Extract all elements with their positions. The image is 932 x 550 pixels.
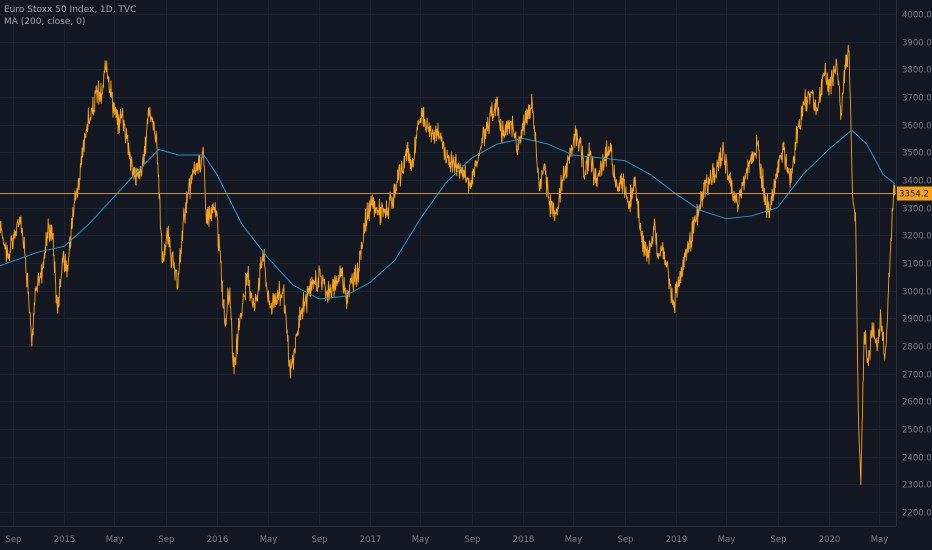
y-tick-label: 4000.0	[902, 11, 932, 21]
y-tick-label: 2300.0	[902, 481, 932, 491]
x-tick-label: 2020	[819, 535, 841, 545]
y-tick-label: 3500.0	[902, 149, 932, 159]
x-tick-label: 2016	[207, 535, 229, 545]
y-axis: 2200.0 2300.0 2400.0 2500.0 2600.0 2700.0 2800…	[896, 0, 932, 550]
y-tick-label: 2700.0	[902, 371, 932, 381]
x-tick-label: 2015	[54, 535, 76, 545]
y-tick-label: 3600.0	[902, 122, 932, 132]
y-tick-label: 3000.0	[902, 288, 932, 298]
x-tick-label: May	[260, 535, 278, 545]
x-tick-label: 2017	[360, 535, 382, 545]
y-tick-label: 2500.0	[902, 426, 932, 436]
x-tick-label: Sep	[617, 535, 633, 545]
x-tick-label: Sep	[158, 535, 174, 545]
grid-lines	[0, 0, 896, 526]
price-marker-layer: 3354.2	[0, 186, 932, 201]
symbol-title[interactable]: Euro Stoxx 50 Index, 1D, TVC	[4, 5, 137, 15]
y-tick-label: 3100.0	[902, 260, 932, 270]
x-tick-label: 2018	[513, 535, 535, 545]
x-tick-label: 2019	[666, 535, 688, 545]
x-tick-label: May	[106, 535, 124, 545]
y-tick-label: 2900.0	[902, 315, 932, 325]
x-tick-label: Sep	[5, 535, 21, 545]
price-scale-panel[interactable]	[896, 0, 932, 550]
ma-line[interactable]	[0, 129, 896, 300]
series-layer	[0, 44, 896, 485]
x-tick-label: May	[871, 535, 889, 545]
price-line[interactable]	[0, 44, 896, 485]
last-price-badge[interactable]	[897, 186, 932, 201]
ma-indicator-label[interactable]: MA (200, close, 0)	[4, 17, 86, 27]
y-tick-label: 3200.0	[902, 232, 932, 242]
x-tick-label: Sep	[311, 535, 327, 545]
x-tick-label: May	[412, 535, 430, 545]
y-tick-label: 3300.0	[902, 205, 932, 215]
last-price-label: 3354.2	[899, 190, 929, 200]
y-tick-label: 2600.0	[902, 398, 932, 408]
x-tick-label: May	[718, 535, 736, 545]
x-tick-label: May	[565, 535, 583, 545]
x-axis: Sep 2015 May Sep 2016 May Sep 2017 May Sep 2018 May…	[0, 526, 896, 545]
x-tick-label: Sep	[464, 535, 480, 545]
y-tick-label: 3700.0	[902, 94, 932, 104]
y-tick-label: 2200.0	[902, 509, 932, 519]
y-tick-label: 2400.0	[902, 454, 932, 464]
y-tick-label: 2800.0	[902, 343, 932, 353]
y-tick-label: 3400.0	[902, 177, 932, 187]
y-tick-label: 3800.0	[902, 66, 932, 76]
y-tick-label: 3900.0	[902, 39, 932, 49]
x-tick-label: Sep	[770, 535, 786, 545]
chart-legend: Euro Stoxx 50 Index, 1D, TVC MA (200, cl…	[4, 4, 136, 28]
